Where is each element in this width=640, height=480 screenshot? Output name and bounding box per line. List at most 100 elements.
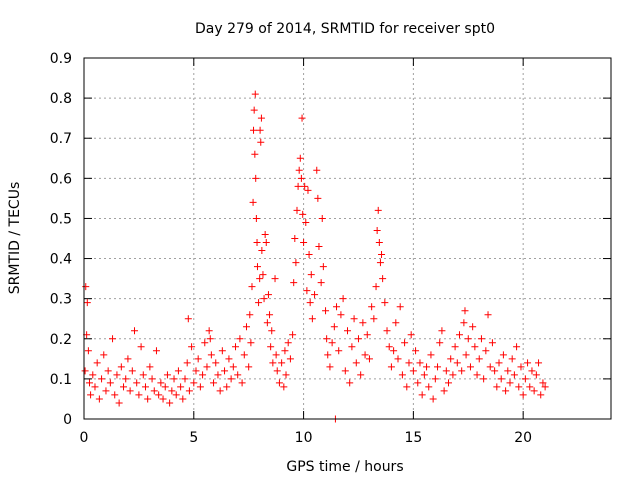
data-point [296,154,304,162]
data-point [324,351,332,359]
data-point [249,198,257,206]
data-point [177,383,185,391]
data-point [286,355,294,363]
data-point [252,174,260,182]
y-axis-title: SRMTID / TECUs [7,182,23,295]
data-point [499,351,507,359]
data-point [477,335,485,343]
data-point [82,283,90,291]
data-point [206,335,214,343]
grid-lines [84,58,611,419]
data-point [281,347,289,355]
data-point [85,379,93,387]
data-point [196,383,204,391]
data-point [227,375,235,383]
data-point [429,395,437,403]
data-point [131,327,139,335]
data-point [83,299,91,307]
data-point [135,391,143,399]
data-point [510,371,518,379]
data-point [447,355,455,363]
data-point [295,166,303,174]
data-point [519,391,527,399]
data-point [264,291,272,299]
data-point [337,311,345,319]
data-point [328,339,336,347]
data-point [521,375,529,383]
data-point [303,287,311,295]
data-point [258,247,266,255]
data-point [259,271,267,279]
data-point [93,359,101,367]
data-point [373,226,381,234]
data-point [339,295,347,303]
data-point [216,387,224,395]
data-point [306,299,314,307]
data-point [159,395,167,403]
data-point [102,387,110,395]
data-point [262,239,270,247]
y-tick-label: 0.1 [50,372,72,388]
data-point [168,387,176,395]
data-point [120,383,128,391]
data-point [307,271,315,279]
data-point [170,375,178,383]
data-point [438,327,446,335]
data-point [412,347,420,355]
data-point [442,367,450,375]
data-point [458,367,466,375]
data-point [317,279,325,287]
data-point [497,375,505,383]
data-point [372,283,380,291]
data-point [464,335,472,343]
data-point [423,363,431,371]
data-point [495,359,503,367]
y-tick-label: 0.3 [50,292,72,308]
data-point [493,383,501,391]
data-point [201,339,209,347]
data-point [257,114,265,122]
data-point [449,371,457,379]
data-point [188,343,196,351]
data-point [269,359,277,367]
data-point [266,311,274,319]
data-point [480,375,488,383]
data-point [471,343,479,351]
data-point [504,367,512,375]
data-point [363,331,371,339]
data-point [315,243,323,251]
data-point [319,263,327,271]
data-point [374,206,382,214]
data-point [313,166,321,174]
data-point [98,375,106,383]
data-point [150,387,158,395]
data-point [293,206,301,214]
data-point [502,387,510,395]
data-point [385,343,393,351]
data-point [517,363,525,371]
axis-ticks: 0 0.1 0.2 0.3 0.4 0.5 0.6 0.7 0.8 0.9 0 5 10 15 20 [50,51,611,446]
data-point [298,114,306,122]
data-point [122,375,130,383]
data-point [275,379,283,387]
data-point [304,186,312,194]
data-point [210,379,218,387]
data-point [199,371,207,379]
data-point [508,355,516,363]
data-point [267,343,275,351]
data-point [248,283,256,291]
data-points [81,90,549,423]
data-point [427,351,435,359]
data-point [359,319,367,327]
data-point [370,315,378,323]
data-point [218,347,226,355]
data-point [466,363,474,371]
data-point [436,339,444,347]
data-point [234,371,242,379]
data-point [256,275,264,283]
data-point [301,182,309,190]
data-point [207,351,215,359]
data-point [250,106,258,114]
data-point [291,235,299,242]
x-tick-label: 10 [295,430,313,446]
